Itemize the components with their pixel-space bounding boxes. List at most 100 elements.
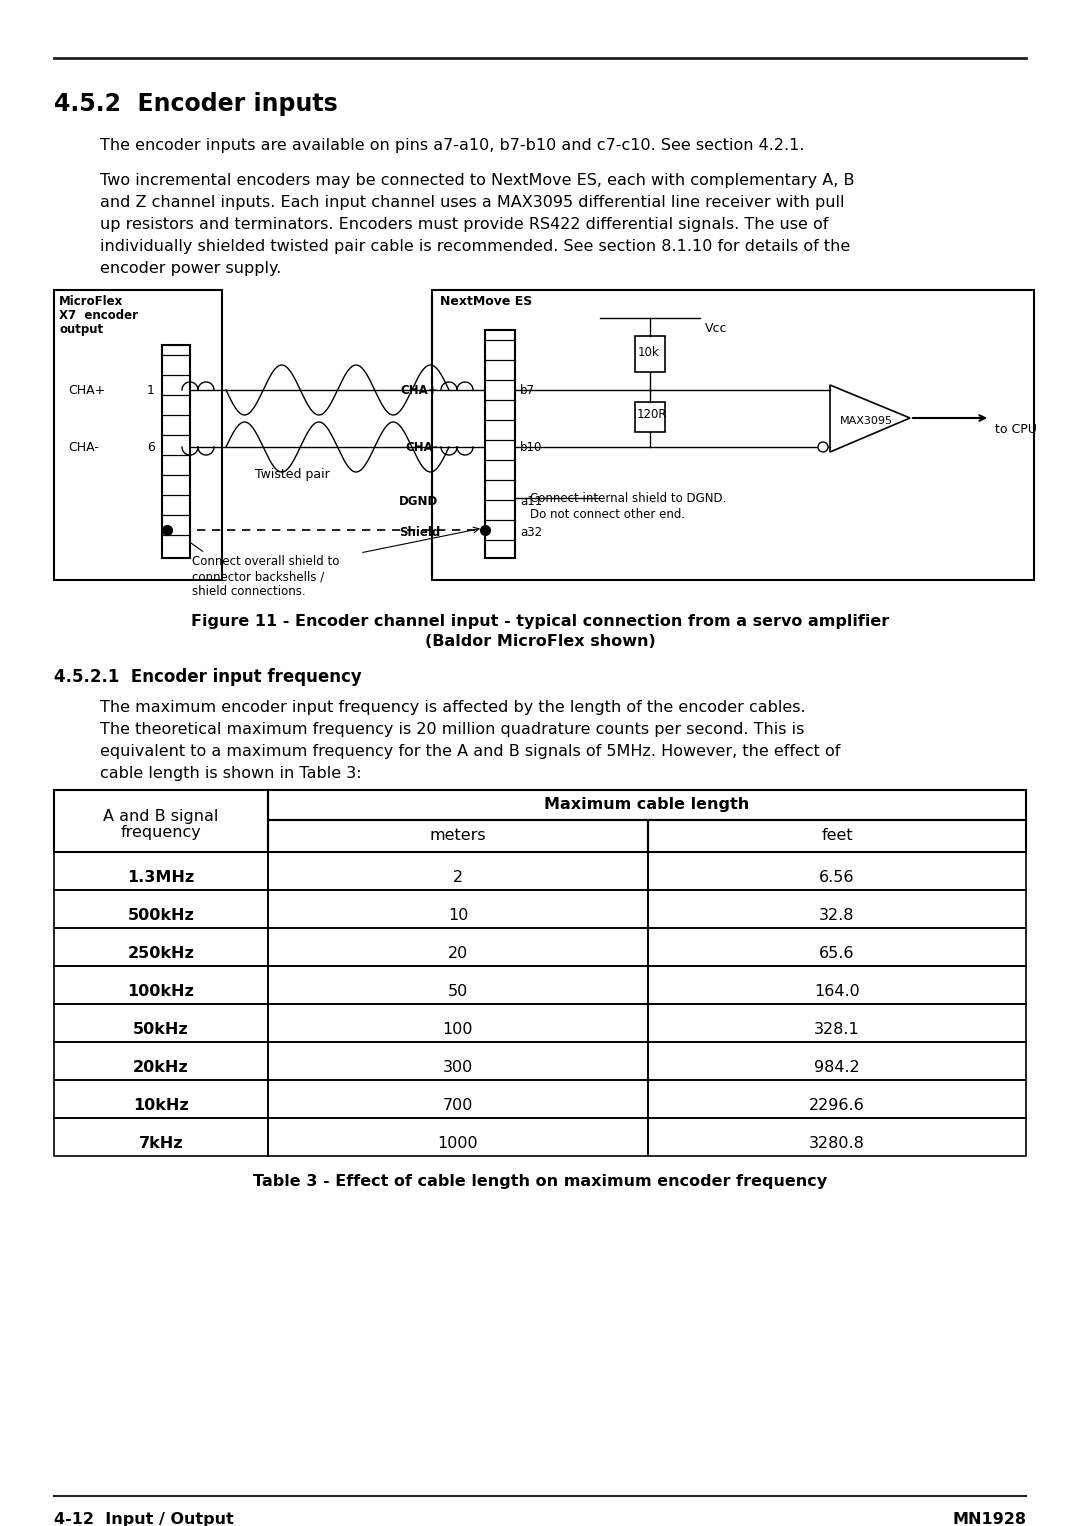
Text: 120R: 120R [637,407,667,421]
Text: a32: a32 [519,526,542,539]
Bar [268,1119,648,1157]
Bar [54,1119,268,1157]
Text: The maximum encoder input frequency is affected by the length of the encoder cab: The maximum encoder input frequency is a… [100,700,806,716]
Text: 50kHz: 50kHz [133,1022,189,1038]
Bar [54,966,268,1004]
Text: DGND: DGND [399,494,438,508]
Text: The theoretical maximum frequency is 20 million quadrature counts per second. Th: The theoretical maximum frequency is 20 … [100,722,805,737]
Text: 20kHz: 20kHz [133,1061,189,1074]
Bar [485,330,515,559]
Text: to CPU: to CPU [995,423,1037,436]
Text: 700: 700 [443,1099,473,1112]
Bar [635,401,665,432]
Text: a11: a11 [519,494,542,508]
Text: MicroFlex: MicroFlex [59,295,123,308]
Text: 50: 50 [448,984,468,1000]
Text: Vcc: Vcc [705,322,728,336]
Text: X7  encoder: X7 encoder [59,308,138,322]
Bar [268,928,648,966]
Text: 4-12  Input / Output: 4-12 Input / Output [54,1512,233,1526]
Text: 164.0: 164.0 [814,984,860,1000]
Text: 6.56: 6.56 [820,870,854,885]
Bar [54,290,222,580]
Text: 3280.8: 3280.8 [809,1135,865,1151]
Bar [54,1042,268,1080]
Text: NextMove ES: NextMove ES [440,295,532,308]
Text: and Z channel inputs. Each input channel uses a MAX3095 differential line receiv: and Z channel inputs. Each input channel… [100,195,845,211]
Text: up resistors and terminators. Encoders must provide RS422 differential signals. : up resistors and terminators. Encoders m… [100,217,828,232]
Text: 10k: 10k [638,346,660,359]
Bar [648,890,1026,928]
Text: (Baldor MicroFlex shown): (Baldor MicroFlex shown) [424,633,656,649]
Text: CHA-: CHA- [405,441,438,455]
Text: meters: meters [430,829,486,842]
Text: MN1928: MN1928 [951,1512,1026,1526]
Bar [268,1080,648,1119]
Text: The encoder inputs are available on pins a7-a10, b7-b10 and c7-c10. See section : The encoder inputs are available on pins… [100,137,805,153]
Text: 984.2: 984.2 [814,1061,860,1074]
Text: 7kHz: 7kHz [138,1135,184,1151]
Text: 100: 100 [443,1022,473,1038]
Bar [268,819,648,852]
Text: CHA+: CHA+ [68,385,105,397]
Text: A and B signal: A and B signal [104,809,218,824]
Text: b10: b10 [519,441,542,455]
Bar [635,336,665,372]
Text: 300: 300 [443,1061,473,1074]
Bar [268,1004,648,1042]
Text: 32.8: 32.8 [820,908,854,923]
Text: connector backshells /: connector backshells / [192,571,324,583]
Bar [54,1080,268,1119]
Text: 20: 20 [448,946,468,961]
Text: 4.5.2  Encoder inputs: 4.5.2 Encoder inputs [54,92,338,116]
Bar [54,1004,268,1042]
Text: 100kHz: 100kHz [127,984,194,1000]
Bar [162,345,190,559]
Text: 500kHz: 500kHz [127,908,194,923]
Text: equivalent to a maximum frequency for the A and B signals of 5MHz. However, the : equivalent to a maximum frequency for th… [100,745,840,758]
Text: Two incremental encoders may be connected to NextMove ES, each with complementar: Two incremental encoders may be connecte… [100,172,854,188]
Text: 1.3MHz: 1.3MHz [127,870,194,885]
Text: 4.5.2.1  Encoder input frequency: 4.5.2.1 Encoder input frequency [54,668,362,687]
Text: Twisted pair: Twisted pair [255,468,329,481]
Text: 250kHz: 250kHz [127,946,194,961]
Text: 6: 6 [147,441,154,455]
Text: output: output [59,324,103,336]
Bar [54,852,268,890]
Bar [648,1080,1026,1119]
Bar [432,290,1034,580]
Text: Table 3 - Effect of cable length on maximum encoder frequency: Table 3 - Effect of cable length on maxi… [253,1173,827,1189]
Bar [54,790,268,852]
Text: Connect overall shield to: Connect overall shield to [192,555,339,568]
Circle shape [818,443,828,452]
Text: frequency: frequency [121,826,201,839]
Bar [648,966,1026,1004]
Bar [268,852,648,890]
Text: Connect internal shield to DGND.: Connect internal shield to DGND. [530,491,727,505]
Text: cable length is shown in Table 3:: cable length is shown in Table 3: [100,766,362,781]
Text: 10kHz: 10kHz [133,1099,189,1112]
Text: Figure 11 - Encoder channel input - typical connection from a servo amplifier: Figure 11 - Encoder channel input - typi… [191,613,889,629]
Text: 2296.6: 2296.6 [809,1099,865,1112]
Text: CHA+: CHA+ [401,385,438,397]
Text: MAX3095: MAX3095 [840,417,893,426]
Bar [648,1004,1026,1042]
Text: individually shielded twisted pair cable is recommended. See section 8.1.10 for : individually shielded twisted pair cable… [100,240,850,253]
Bar [648,928,1026,966]
Text: encoder power supply.: encoder power supply. [100,261,282,276]
Text: CHA-: CHA- [68,441,99,455]
Text: 328.1: 328.1 [814,1022,860,1038]
Bar [648,1119,1026,1157]
Text: 2: 2 [453,870,463,885]
Bar [54,890,268,928]
Text: feet: feet [821,829,853,842]
Text: shield connections.: shield connections. [192,584,306,598]
Bar [268,890,648,928]
Text: Shield: Shield [399,526,440,539]
Text: Maximum cable length: Maximum cable length [544,797,750,812]
Bar [648,1042,1026,1080]
Bar [648,819,1026,852]
Text: 65.6: 65.6 [820,946,854,961]
Bar [268,1042,648,1080]
Text: 1: 1 [147,385,154,397]
